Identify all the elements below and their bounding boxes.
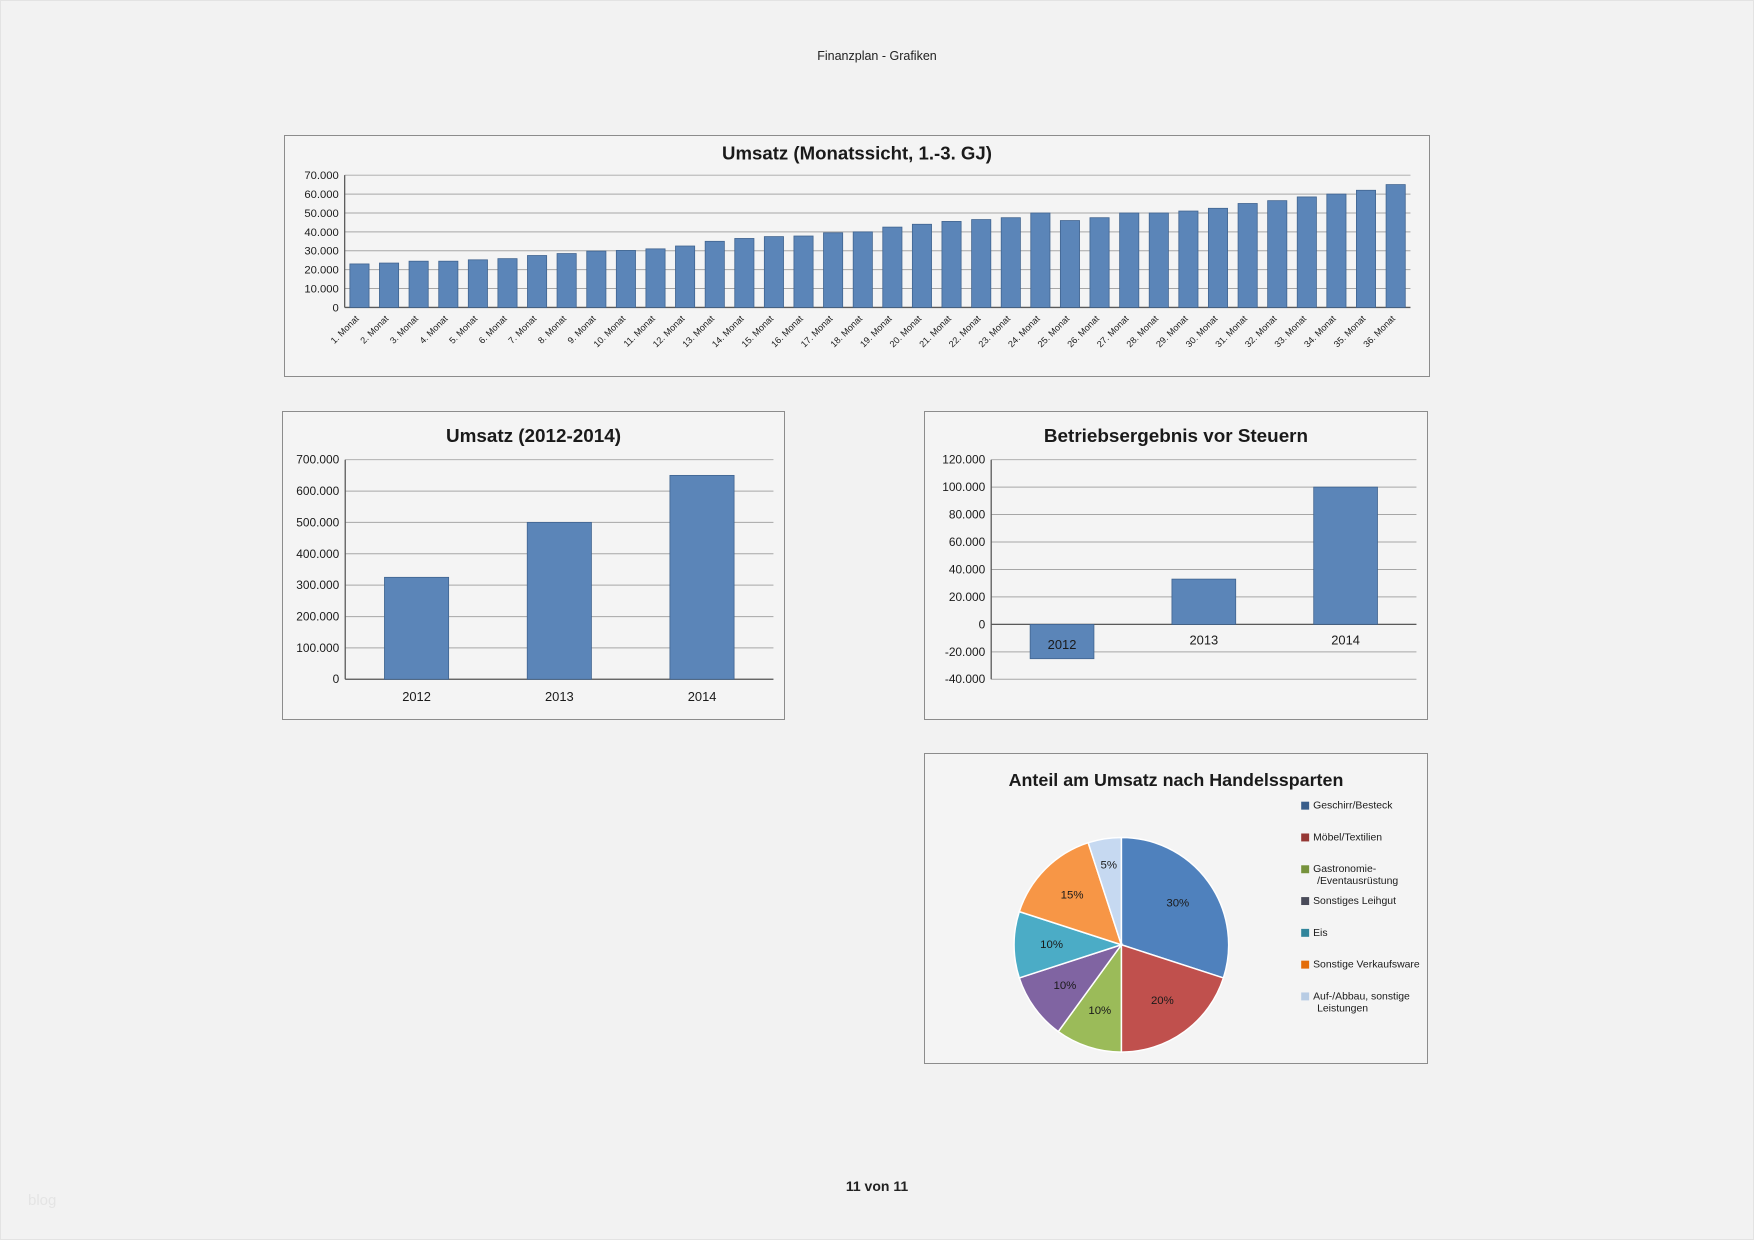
svg-text:-40.000: -40.000 xyxy=(945,672,986,686)
svg-text:120.000: 120.000 xyxy=(942,453,985,467)
svg-text:Umsatz (2012-2014): Umsatz (2012-2014) xyxy=(446,425,621,446)
svg-text:2012: 2012 xyxy=(1048,637,1077,652)
svg-text:Leistungen: Leistungen xyxy=(1317,1003,1368,1014)
svg-text:20.000: 20.000 xyxy=(949,590,986,604)
svg-text:70.000: 70.000 xyxy=(304,170,338,182)
svg-text:400.000: 400.000 xyxy=(296,547,339,561)
svg-text:40.000: 40.000 xyxy=(949,562,986,576)
svg-text:0: 0 xyxy=(333,302,339,314)
svg-text:100.000: 100.000 xyxy=(942,480,985,494)
svg-text:Umsatz (Monatssicht, 1.-3. GJ): Umsatz (Monatssicht, 1.-3. GJ) xyxy=(722,143,992,164)
svg-text:500.000: 500.000 xyxy=(296,515,339,529)
svg-text:60.000: 60.000 xyxy=(304,189,338,201)
svg-text:100.000: 100.000 xyxy=(296,641,339,655)
svg-text:600.000: 600.000 xyxy=(296,484,339,498)
svg-text:40.000: 40.000 xyxy=(304,227,338,239)
svg-text:5%: 5% xyxy=(1100,859,1117,871)
svg-text:2013: 2013 xyxy=(1189,632,1218,647)
svg-text:Gastronomie-: Gastronomie- xyxy=(1313,864,1376,875)
svg-text:Möbel/Textilien: Möbel/Textilien xyxy=(1313,832,1382,843)
svg-text:/Eventausrüstung: /Eventausrüstung xyxy=(1317,876,1398,887)
svg-text:30.000: 30.000 xyxy=(304,246,338,258)
svg-text:0: 0 xyxy=(979,617,986,631)
svg-text:Sonstige Verkaufsware: Sonstige Verkaufsware xyxy=(1313,960,1420,971)
svg-text:2013: 2013 xyxy=(545,689,574,704)
svg-text:60.000: 60.000 xyxy=(949,535,986,549)
svg-text:2012: 2012 xyxy=(402,689,431,704)
svg-text:700.000: 700.000 xyxy=(296,453,339,467)
svg-text:80.000: 80.000 xyxy=(949,508,986,522)
svg-text:300.000: 300.000 xyxy=(296,578,339,592)
svg-text:Auf-/Abbau, sonstige: Auf-/Abbau, sonstige xyxy=(1313,991,1410,1002)
svg-text:Betriebsergebnis vor Steuern: Betriebsergebnis vor Steuern xyxy=(1044,425,1308,446)
svg-text:10%: 10% xyxy=(1088,1005,1111,1017)
svg-text:200.000: 200.000 xyxy=(296,610,339,624)
svg-text:0: 0 xyxy=(333,672,340,686)
svg-text:20.000: 20.000 xyxy=(304,265,338,277)
svg-text:15%: 15% xyxy=(1061,889,1084,901)
svg-text:Eis: Eis xyxy=(1313,928,1327,939)
svg-text:Sonstiges Leihgut: Sonstiges Leihgut xyxy=(1313,896,1396,907)
svg-text:10.000: 10.000 xyxy=(304,283,338,295)
svg-text:10%: 10% xyxy=(1053,980,1076,992)
svg-text:20%: 20% xyxy=(1151,995,1174,1007)
svg-text:50.000: 50.000 xyxy=(304,208,338,220)
svg-text:10%: 10% xyxy=(1040,939,1063,951)
svg-text:2014: 2014 xyxy=(1331,632,1360,647)
svg-text:Anteil am Umsatz nach Handelss: Anteil am Umsatz nach Handelssparten xyxy=(1009,770,1344,790)
svg-text:-20.000: -20.000 xyxy=(945,645,986,659)
svg-text:30%: 30% xyxy=(1166,898,1189,910)
svg-text:2014: 2014 xyxy=(688,689,717,704)
svg-text:Geschirr/Besteck: Geschirr/Besteck xyxy=(1313,801,1393,812)
